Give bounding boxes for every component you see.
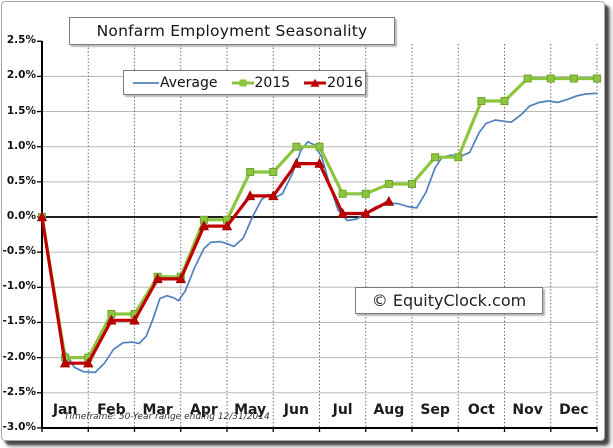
watermark-box: © EquityClock.com <box>355 287 543 314</box>
x-axis-label-sep: Sep <box>420 402 450 418</box>
triangle-marker <box>383 195 395 206</box>
y-axis-label--1.5: -1.5% <box>2 315 36 328</box>
chart-title: Nonfarm Employment Seasonality <box>96 22 368 40</box>
triangle-marker <box>59 357 71 368</box>
y-axis-label--0.5: -0.5% <box>2 245 36 258</box>
y-axis-label-2.5: 2.5% <box>6 34 36 47</box>
square-marker-icon <box>239 79 246 86</box>
y-axis-label--1.0: -1.0% <box>2 280 36 293</box>
legend-label-2016: 2016 <box>327 74 363 91</box>
y-axis-label-1.5: 1.5% <box>6 104 36 117</box>
legend: Average 2015 2016 <box>123 70 366 95</box>
x-axis-label-dec: Dec <box>559 402 589 418</box>
y-axis-label-1.0: 1.0% <box>6 139 36 152</box>
y-axis-label-0.0: 0.0% <box>6 210 36 222</box>
x-axis-label-mar: Mar <box>142 402 173 418</box>
x-axis-label-jun: Jun <box>283 402 309 418</box>
square-marker <box>338 189 347 198</box>
square-marker <box>315 142 324 151</box>
x-axis-label-oct: Oct <box>467 402 495 418</box>
y-axis-label--3.0: -3.0% <box>2 420 36 433</box>
y-axis-label--2.5: -2.5% <box>2 385 36 398</box>
legend-item-average: Average <box>132 75 218 91</box>
square-marker <box>500 97 509 106</box>
triangle-marker <box>129 314 140 325</box>
triangle-marker <box>291 157 302 168</box>
x-axis-label-jul: Jul <box>332 402 353 418</box>
y-axis-label-2.0: 2.0% <box>6 69 36 82</box>
y-axis-label--2.0: -2.0% <box>2 350 36 363</box>
triangle-marker <box>83 357 94 368</box>
square-marker <box>523 74 532 83</box>
square-marker <box>546 74 555 83</box>
series-2016-marker-icon <box>304 78 327 87</box>
triangle-marker <box>244 190 256 201</box>
triangle-marker <box>198 220 210 231</box>
triangle-marker <box>152 273 163 284</box>
triangle-marker <box>106 314 117 325</box>
square-marker <box>246 168 255 177</box>
x-axis-label-feb: Feb <box>97 402 126 418</box>
square-marker <box>408 179 416 188</box>
triangle-marker <box>314 157 325 168</box>
series-2016-line <box>40 162 391 365</box>
x-axis-label-nov: Nov <box>512 402 543 418</box>
legend-item-2015: 2015 <box>231 74 291 91</box>
triangle-marker-icon <box>310 78 320 87</box>
square-marker <box>593 74 601 83</box>
triangle-marker <box>337 207 348 218</box>
triangle-marker <box>221 220 233 231</box>
square-marker <box>569 74 578 83</box>
square-marker <box>454 153 463 162</box>
legend-label-average: Average <box>160 74 218 91</box>
legend-label-2015: 2015 <box>254 74 291 91</box>
x-axis-label-aug: Aug <box>373 402 405 418</box>
square-marker <box>431 153 440 162</box>
x-axis-label-jan: Jan <box>52 402 78 418</box>
x-axis-label-apr: Apr <box>189 402 218 418</box>
square-marker <box>477 97 486 106</box>
triangle-marker <box>175 273 186 284</box>
triangle-marker <box>36 211 48 222</box>
watermark-text: © EquityClock.com <box>371 291 527 310</box>
series-2015-marker-icon <box>231 79 254 86</box>
timeframe-footnote: Timeframe: 50-Year range ending 12/31/20… <box>64 412 270 422</box>
square-marker <box>269 168 278 177</box>
square-marker <box>361 189 370 198</box>
chart-title-box: Nonfarm Employment Seasonality <box>69 17 395 45</box>
legend-item-2016: 2016 <box>303 75 363 91</box>
average-line-icon <box>133 81 159 84</box>
triangle-marker <box>268 190 279 201</box>
triangle-marker <box>360 207 371 218</box>
square-marker <box>292 142 301 151</box>
y-axis-label-0.5: 0.5% <box>6 174 36 187</box>
square-marker <box>384 179 393 188</box>
x-axis-label-may: May <box>234 402 267 418</box>
